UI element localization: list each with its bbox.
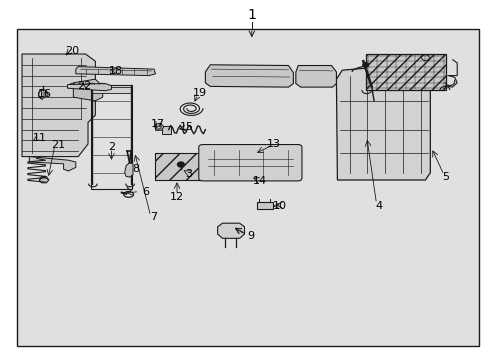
Text: 4: 4 <box>375 201 382 211</box>
Text: 7: 7 <box>150 212 157 222</box>
Text: 3: 3 <box>184 168 191 179</box>
Circle shape <box>362 63 368 67</box>
Polygon shape <box>73 79 102 101</box>
Bar <box>17 29 478 346</box>
Text: 17: 17 <box>150 119 164 129</box>
Text: 14: 14 <box>253 176 266 186</box>
Text: 1: 1 <box>247 8 256 22</box>
Bar <box>365 54 445 90</box>
Polygon shape <box>336 65 429 180</box>
Bar <box>91 85 132 189</box>
Bar <box>365 54 445 90</box>
Text: 5: 5 <box>442 172 448 182</box>
Text: 6: 6 <box>142 186 149 197</box>
Polygon shape <box>22 54 95 157</box>
Text: 13: 13 <box>266 139 280 149</box>
Text: 21: 21 <box>51 140 64 150</box>
Text: 8: 8 <box>132 164 139 174</box>
Text: 12: 12 <box>170 192 183 202</box>
Polygon shape <box>39 176 49 183</box>
Polygon shape <box>205 65 293 87</box>
Bar <box>155 153 201 180</box>
Circle shape <box>177 162 184 167</box>
Polygon shape <box>295 66 336 87</box>
Polygon shape <box>217 223 244 238</box>
Text: 2: 2 <box>108 142 115 152</box>
Bar <box>162 126 170 134</box>
Polygon shape <box>124 163 133 177</box>
Polygon shape <box>29 157 76 171</box>
Polygon shape <box>256 202 272 209</box>
Text: 10: 10 <box>272 201 286 211</box>
Text: 18: 18 <box>109 66 123 76</box>
Text: 15: 15 <box>180 122 193 132</box>
Bar <box>155 153 201 180</box>
Bar <box>92 87 131 93</box>
Polygon shape <box>155 123 163 130</box>
Text: 16: 16 <box>38 89 52 99</box>
Text: 20: 20 <box>65 46 79 56</box>
Text: 22: 22 <box>77 81 91 91</box>
Text: 19: 19 <box>192 88 206 98</box>
FancyBboxPatch shape <box>198 144 301 181</box>
Text: 9: 9 <box>246 231 253 241</box>
Polygon shape <box>76 67 155 76</box>
Polygon shape <box>67 84 111 91</box>
Text: 11: 11 <box>33 132 47 143</box>
